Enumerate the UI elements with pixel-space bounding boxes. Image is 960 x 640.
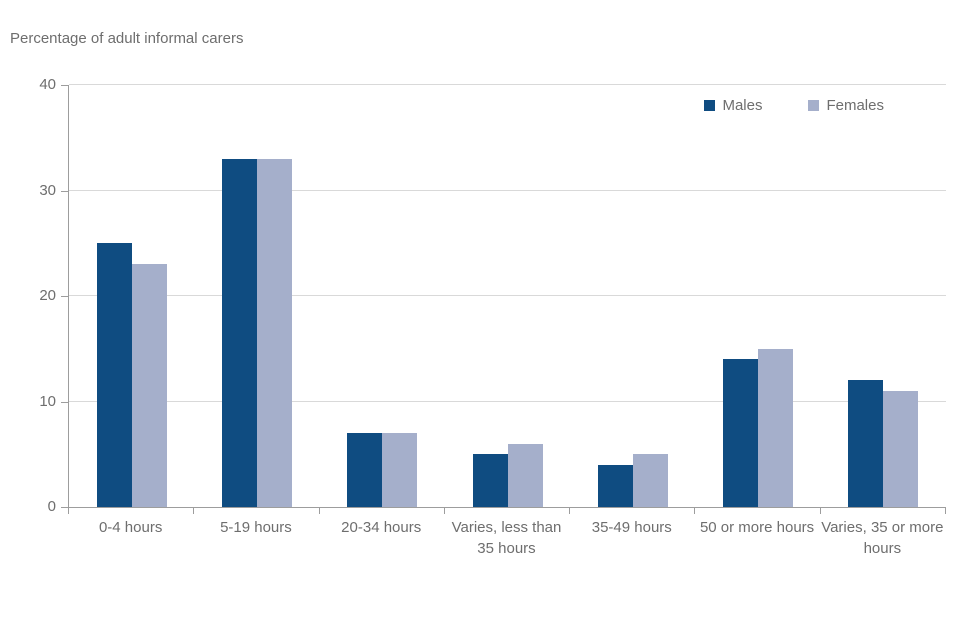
y-axis-tick-mark — [61, 507, 68, 508]
y-axis-tick-label-20: 20 — [39, 287, 56, 304]
chart-title: Percentage of adult informal carers — [10, 30, 244, 47]
y-axis-tick-label-10: 10 — [39, 392, 56, 410]
bar-females-varies-35-or-more-hours — [883, 390, 919, 507]
x-axis-category-label-35-49-hours: 35-49 hours — [591, 519, 672, 536]
bar-males-35-49-hours — [597, 464, 633, 507]
gridline-40 — [69, 84, 946, 85]
bar-females-35-49-hours — [632, 454, 668, 507]
x-axis-tick-mark — [819, 508, 821, 514]
plot-area: Males Females — [68, 84, 946, 508]
gridline-20 — [69, 295, 946, 296]
x-axis-category-label-varies-less-than-35-hours: Varies, less than 35 hours — [451, 519, 562, 557]
bar-males-varies-less-than-35-hours — [472, 454, 508, 507]
bar-males-0-4-hours — [96, 243, 132, 507]
x-axis-category-label-0-4-hours: 0-4 hours — [98, 519, 163, 536]
y-axis-tick-mark — [61, 190, 68, 192]
x-axis-tick-mark — [443, 508, 445, 514]
gridline-30 — [69, 189, 946, 191]
x-axis-category-label-varies-35-or-more-hours: Varies, 35 or more hours — [821, 519, 944, 557]
x-axis-tick-mark — [68, 508, 69, 514]
y-axis-tick-label-0: 0 — [47, 498, 56, 515]
x-axis-category-label-50-or-more-hours: 50 or more hours — [699, 519, 815, 536]
y-axis-tick-label-40: 40 — [39, 76, 56, 93]
legend-label: Females — [826, 97, 884, 114]
y-axis-tick-mark — [61, 401, 68, 403]
y-axis-tick-mark — [61, 296, 68, 297]
bar-females-varies-less-than-35-hours — [507, 443, 543, 507]
legend-item-males: Males — [704, 97, 762, 114]
legend-swatch-icon — [704, 100, 716, 111]
x-axis-tick-mark — [945, 508, 946, 514]
x-axis-category-label-5-19-hours: 5-19 hours — [220, 519, 292, 536]
y-axis-tick-mark — [61, 85, 68, 86]
x-axis-category-label-20-34-hours: 20-34 hours — [341, 519, 422, 536]
bar-males-5-19-hours — [221, 158, 257, 507]
x-axis-tick-mark — [318, 508, 320, 514]
x-axis-tick-mark — [694, 508, 696, 514]
bar-males-20-34-hours — [347, 433, 383, 507]
bar-males-varies-35-or-more-hours — [848, 380, 884, 507]
bar-females-5-19-hours — [256, 158, 292, 507]
legend-label: Males — [722, 97, 763, 114]
x-axis-tick-mark — [569, 508, 571, 514]
bar-males-50-or-more-hours — [723, 359, 759, 507]
legend: Males Females — [704, 97, 884, 114]
bar-females-20-34-hours — [382, 433, 418, 507]
legend-swatch-icon — [808, 100, 820, 111]
gridline-10 — [69, 400, 946, 402]
legend-item-females: Females — [808, 97, 884, 114]
y-axis-tick-label-30: 30 — [39, 181, 56, 199]
bar-females-0-4-hours — [131, 264, 167, 507]
x-axis-tick-mark — [193, 508, 195, 514]
bar-females-50-or-more-hours — [758, 348, 794, 507]
